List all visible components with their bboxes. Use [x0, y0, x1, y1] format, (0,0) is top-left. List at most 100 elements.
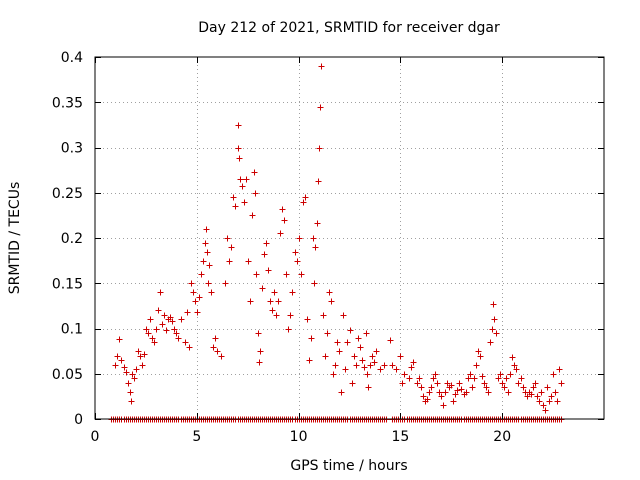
data-point	[125, 380, 132, 387]
data-point	[261, 251, 268, 258]
data-point	[212, 335, 219, 342]
data-point	[241, 199, 248, 206]
data-point	[298, 271, 305, 278]
data-point	[487, 339, 494, 346]
y-tick-label: 0.3	[61, 141, 83, 157]
data-point	[236, 155, 243, 162]
data-point	[310, 235, 317, 242]
y-tick-label: 0.15	[52, 276, 83, 292]
data-point	[471, 375, 478, 382]
data-point	[304, 316, 311, 323]
data-point	[479, 373, 486, 380]
data-point	[475, 348, 482, 355]
data-point	[118, 357, 125, 364]
data-point	[190, 289, 197, 296]
data-point	[336, 348, 343, 355]
data-point	[515, 380, 522, 387]
data-point	[420, 393, 427, 400]
data-point	[401, 371, 408, 378]
data-point	[249, 212, 256, 219]
data-point	[184, 309, 191, 316]
data-point	[501, 384, 508, 391]
data-point	[452, 391, 459, 398]
data-point	[173, 330, 180, 337]
data-point	[228, 244, 235, 251]
data-point	[465, 375, 472, 382]
data-point	[302, 194, 309, 201]
chart-title: Day 212 of 2021, SRMTID for receiver dga…	[198, 20, 500, 36]
data-point	[426, 389, 433, 396]
data-point	[381, 362, 388, 369]
data-point	[182, 339, 189, 346]
data-point	[511, 362, 518, 369]
data-point	[237, 176, 244, 183]
data-point	[167, 314, 174, 321]
data-point	[255, 330, 262, 337]
data-point	[253, 271, 260, 278]
data-point	[538, 389, 545, 396]
data-point	[544, 384, 551, 391]
data-point	[432, 371, 439, 378]
data-point	[540, 402, 547, 409]
data-point	[135, 348, 142, 355]
data-point	[524, 393, 531, 400]
data-point	[330, 371, 337, 378]
data-point	[145, 330, 152, 337]
data-point	[139, 362, 146, 369]
data-point	[186, 344, 193, 351]
y-tick-labels: 0 0.05 0.1 0.15 0.2 0.25 0.3 0.35 0.4	[52, 50, 83, 428]
data-point	[131, 375, 138, 382]
data-point	[467, 371, 474, 378]
data-point	[243, 176, 250, 183]
data-point	[232, 203, 239, 210]
data-point	[351, 353, 358, 360]
data-point	[200, 258, 207, 265]
data-point	[204, 249, 211, 256]
data-point	[326, 289, 333, 296]
data-point	[127, 389, 134, 396]
data-point	[456, 380, 463, 387]
data-point	[428, 384, 435, 391]
data-point	[334, 339, 341, 346]
data-point	[226, 258, 233, 265]
data-point	[316, 145, 323, 152]
y-tick-label: 0.25	[52, 186, 83, 202]
data-point	[463, 389, 470, 396]
data-point	[318, 63, 325, 70]
data-point	[503, 375, 510, 382]
data-point	[546, 398, 553, 405]
data-point	[357, 344, 364, 351]
data-point	[458, 386, 465, 393]
data-point	[273, 312, 280, 319]
data-point	[275, 298, 282, 305]
data-point	[311, 280, 318, 287]
x-tick-label: 15	[391, 429, 409, 445]
y-tick-label: 0.2	[61, 231, 83, 247]
data-point	[542, 407, 549, 414]
data-point	[203, 226, 210, 233]
data-point	[364, 371, 371, 378]
data-point	[287, 312, 294, 319]
data-point	[518, 375, 525, 382]
data-point	[235, 145, 242, 152]
data-point	[424, 396, 431, 403]
data-point	[473, 362, 480, 369]
data-point	[214, 348, 221, 355]
data-point	[300, 199, 307, 206]
data-point	[175, 335, 182, 342]
data-point	[340, 312, 347, 319]
data-point	[408, 364, 415, 371]
data-point	[389, 362, 396, 369]
axis-ticks	[95, 57, 604, 420]
data-point	[133, 366, 140, 373]
data-point	[371, 359, 378, 366]
data-point	[536, 398, 543, 405]
data-point	[161, 312, 168, 319]
x-tick-label: 5	[192, 429, 201, 445]
data-point	[554, 398, 561, 405]
y-tick-label: 0.4	[61, 50, 83, 66]
data-point	[283, 271, 290, 278]
data-point	[490, 301, 497, 308]
data-point	[338, 389, 345, 396]
